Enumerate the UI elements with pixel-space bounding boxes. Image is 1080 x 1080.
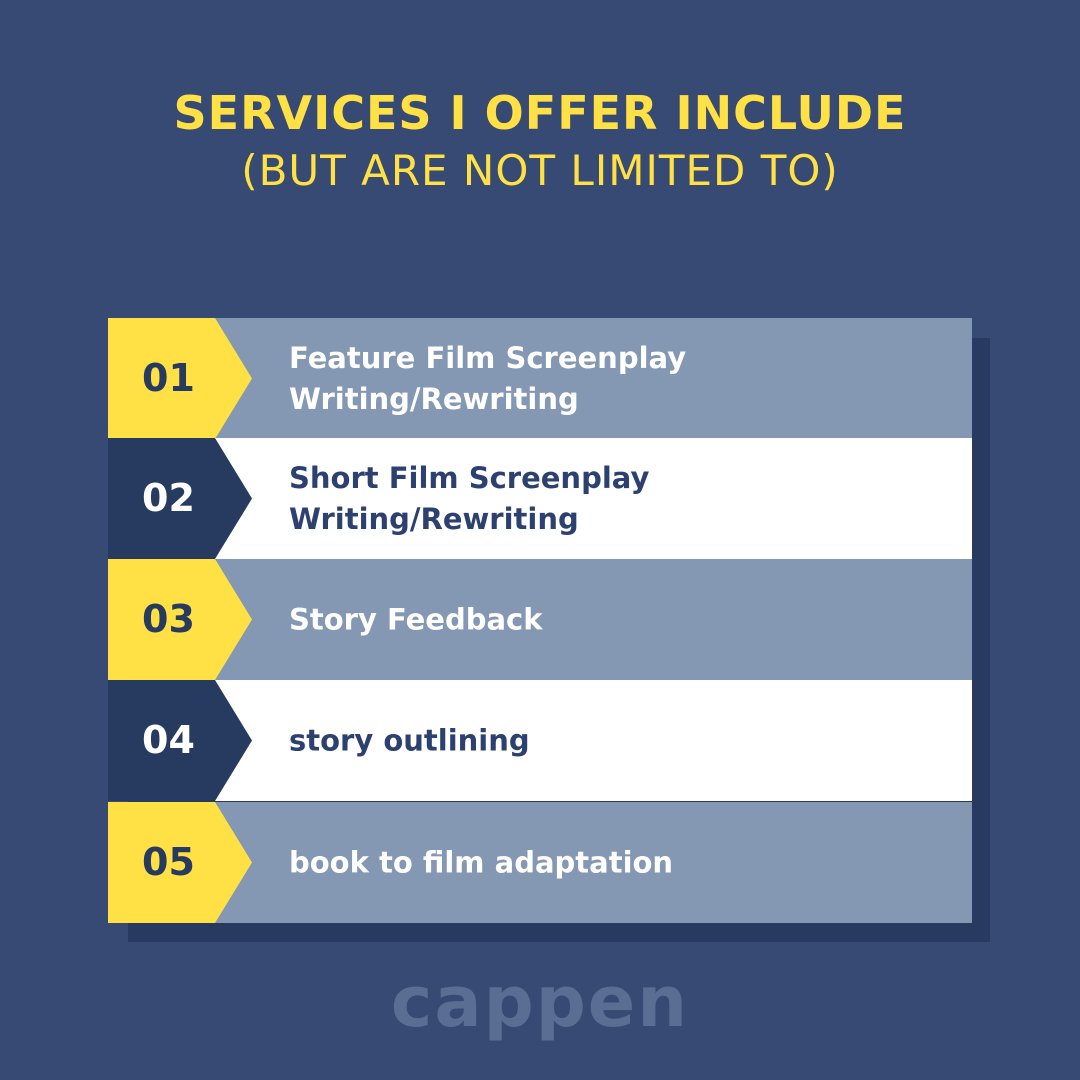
label-line: Short Film Screenplay xyxy=(289,460,650,495)
label-line: Feature Film Screenplay xyxy=(289,340,687,375)
service-number: 05 xyxy=(142,840,195,884)
service-row-2: 02 Short Film Screenplay Writing/Rewritin… xyxy=(108,438,972,559)
service-row-1: 01 Feature Film Screenplay Writing/Rewrit… xyxy=(108,318,972,439)
service-number: 03 xyxy=(142,597,195,641)
service-number: 01 xyxy=(142,356,195,400)
heading-subtitle: (BUT ARE NOT LIMITED TO) xyxy=(241,146,839,195)
label-line: Writing/Rewriting xyxy=(289,501,579,536)
heading-title: SERVICES I OFFER INCLUDE xyxy=(173,86,907,140)
service-number: 02 xyxy=(142,476,195,520)
service-label: Short Film Screenplay Writing/Rewriting xyxy=(289,458,649,540)
service-row-5: 05 book to film adaptation xyxy=(108,802,972,923)
label-line: Writing/Rewriting xyxy=(289,381,579,416)
service-row-3: 03 Story Feedback xyxy=(108,559,972,680)
watermark: cappen xyxy=(390,961,690,1043)
service-row-4: 04 story outlining xyxy=(108,680,972,801)
service-label: Story Feedback xyxy=(289,602,543,636)
service-label: book to film adaptation xyxy=(289,845,674,879)
service-number: 04 xyxy=(142,718,195,762)
service-label: Feature Film Screenplay Writing/Rewriting xyxy=(289,338,686,420)
service-label: story outlining xyxy=(289,723,530,757)
